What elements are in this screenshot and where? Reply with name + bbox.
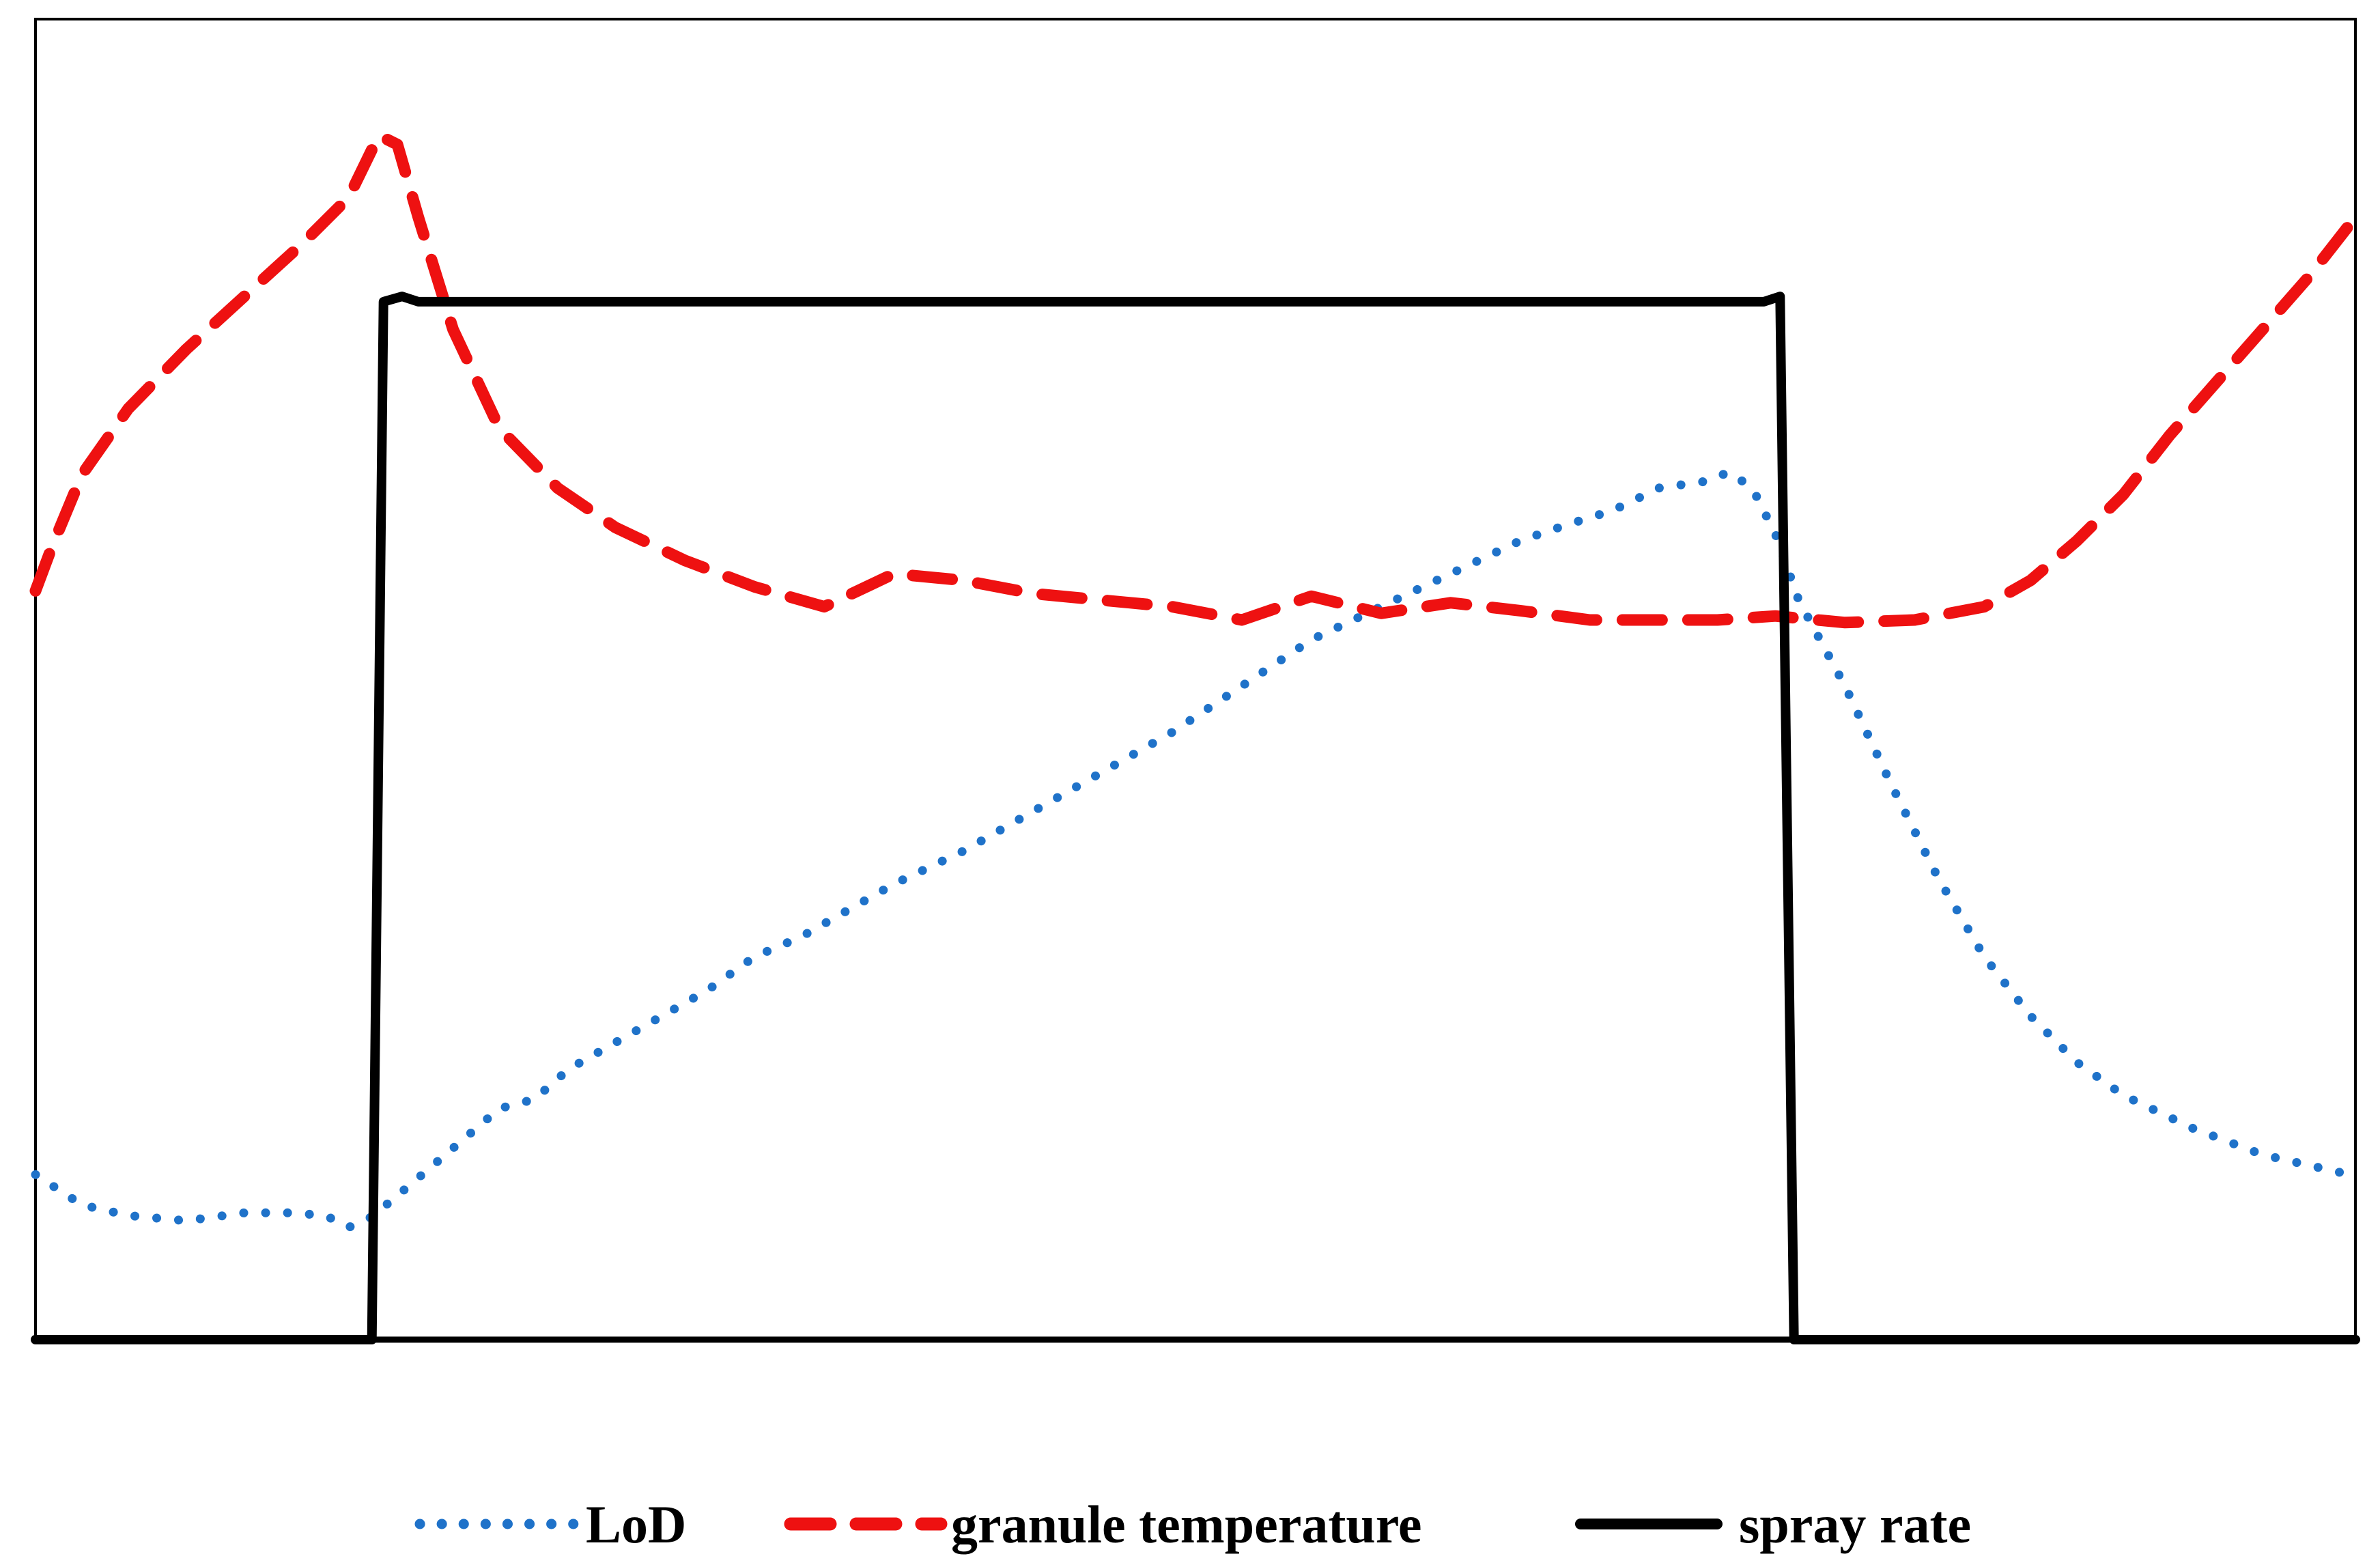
legend: LoD granule temperature spray rate xyxy=(414,1495,1971,1554)
series-line-lod xyxy=(31,467,2360,1232)
series-line-granule-temperature xyxy=(29,129,2362,629)
plot-frame xyxy=(34,18,2357,1340)
legend-item-lod: LoD xyxy=(414,1495,686,1554)
plot-layer xyxy=(29,18,2362,1344)
legend-label: granule temperature xyxy=(951,1495,1422,1554)
legend-label: spray rate xyxy=(1739,1495,1971,1554)
legend-label: LoD xyxy=(586,1495,686,1554)
series-line-spray-rate xyxy=(31,292,2360,1344)
legend-item-spray-rate: spray rate xyxy=(1575,1495,1971,1554)
legend-item-granule-temperature: granule temperature xyxy=(784,1495,1422,1554)
